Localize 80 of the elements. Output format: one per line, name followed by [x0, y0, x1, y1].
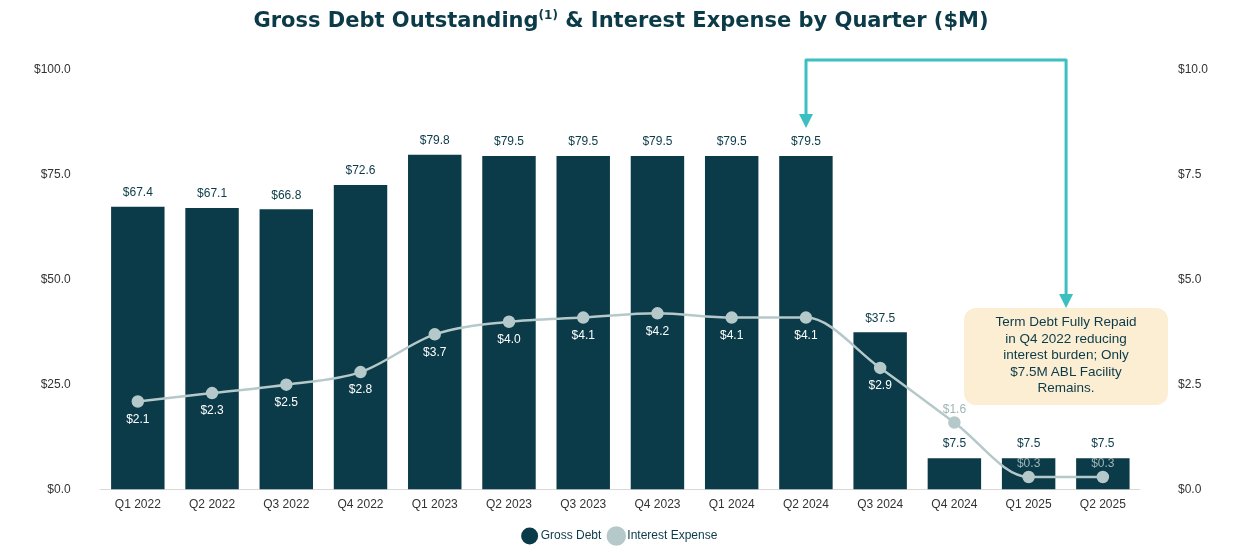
x-tick-label: Q1 2022 [114, 497, 162, 512]
x-tick-label: Q4 2023 [634, 497, 681, 512]
data-label: $66.8 [271, 187, 302, 202]
y-tick-label: $100.0 [34, 62, 72, 77]
y2-tick-label: $0.0 [1177, 481, 1202, 496]
data-label: $37.5 [865, 310, 896, 325]
data-label: $0.3 [1016, 456, 1041, 471]
data-label: $2.8 [348, 382, 373, 397]
point [651, 307, 664, 320]
x-tick-label: Q2 2022 [189, 497, 236, 512]
bar [259, 209, 314, 490]
data-label: $4.1 [794, 327, 818, 342]
x-tick-label: Q1 2025 [1005, 497, 1052, 512]
point [205, 386, 219, 400]
data-label: $4.2 [645, 323, 670, 338]
point [131, 395, 145, 408]
bar [185, 208, 239, 490]
x-tick-label: Q2 2023 [485, 497, 533, 512]
x-tick-label: Q1 2023 [411, 497, 459, 512]
y-tick-label: $25.0 [40, 377, 72, 392]
data-label: $7.5 [942, 436, 967, 451]
data-label: $3.7 [423, 344, 447, 359]
point [280, 378, 293, 391]
point [799, 311, 813, 324]
y-tick-label: $75.0 [40, 167, 72, 182]
data-label: $7.5 [1016, 436, 1041, 451]
x-tick-label: Q1 2024 [708, 497, 756, 512]
bar [556, 156, 610, 490]
data-label: $79.5 [716, 134, 748, 149]
data-label: $4.1 [571, 327, 596, 342]
point [428, 328, 441, 341]
point [948, 416, 961, 429]
y2-tick-label: $2.5 [1177, 377, 1202, 392]
bar [927, 458, 982, 490]
point [725, 311, 738, 324]
point [354, 365, 367, 379]
chart-title: Gross Debt Outstanding$^{(1)}$ & Interest Expense by Quarter ($M) [252, 8, 990, 32]
bar [630, 156, 685, 490]
data-label: $2.3 [200, 403, 225, 418]
data-label: $79.5 [642, 134, 673, 149]
point [502, 315, 516, 329]
y-tick-label: $0.0 [47, 481, 72, 496]
data-label: $4.0 [497, 332, 521, 347]
data-label: $0.3 [1091, 456, 1115, 471]
data-label: $2.1 [126, 411, 150, 426]
data-label: $67.4 [122, 185, 154, 200]
data-label: $2.5 [274, 395, 299, 410]
legend-label: Gross Debt [540, 528, 602, 543]
legend-label: Interest Expense [627, 528, 718, 543]
point [576, 311, 590, 324]
bar [482, 156, 536, 490]
x-tick-label: Q2 2025 [1079, 497, 1127, 512]
bar [111, 206, 165, 490]
bar [704, 156, 759, 490]
data-label: $67.1 [197, 186, 228, 201]
data-label: $79.8 [419, 133, 451, 148]
y2-tick-label: $7.5 [1177, 167, 1202, 182]
bar [853, 332, 907, 490]
data-label: $4.1 [720, 327, 744, 342]
x-tick-label: Q2 2024 [782, 497, 830, 512]
data-label: $7.5 [1091, 436, 1115, 451]
x-tick-label: Q4 2022 [337, 497, 384, 512]
x-tick-label: Q3 2024 [857, 497, 904, 512]
data-label: $79.5 [790, 134, 822, 149]
bar [333, 184, 388, 490]
x-tick-label: Q4 2024 [931, 497, 978, 512]
y2-tick-label: $5.0 [1177, 272, 1202, 287]
bar [779, 156, 833, 490]
data-label: $2.9 [868, 378, 893, 393]
data-label: $79.5 [568, 134, 599, 149]
data-label: $72.6 [345, 163, 376, 178]
y2-tick-label: $10.0 [1177, 62, 1209, 77]
data-label: $1.6 [942, 401, 967, 416]
y-tick-label: $50.0 [40, 272, 72, 287]
point [873, 361, 887, 375]
x-tick-label: Q3 2023 [560, 497, 607, 512]
bar [408, 154, 462, 490]
x-tick-label: Q3 2022 [263, 497, 310, 512]
data-label: $79.5 [493, 134, 525, 149]
callout: Term Debt Fully Repaid in Q4 2022 reducing interest burden; Only $7.5M ABL Facility Remains. [964, 308, 1168, 405]
